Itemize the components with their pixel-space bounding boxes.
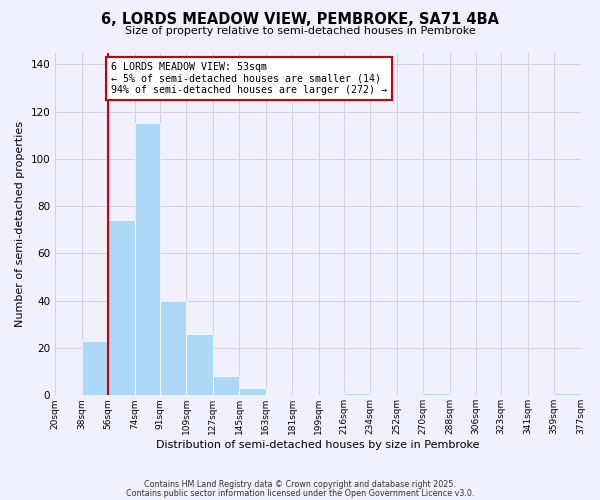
Bar bbox=[344, 393, 370, 396]
Text: 6, LORDS MEADOW VIEW, PEMBROKE, SA71 4BA: 6, LORDS MEADOW VIEW, PEMBROKE, SA71 4BA bbox=[101, 12, 499, 28]
Text: Size of property relative to semi-detached houses in Pembroke: Size of property relative to semi-detach… bbox=[125, 26, 475, 36]
Bar bbox=[186, 334, 212, 396]
Bar bbox=[423, 393, 449, 396]
X-axis label: Distribution of semi-detached houses by size in Pembroke: Distribution of semi-detached houses by … bbox=[156, 440, 479, 450]
Y-axis label: Number of semi-detached properties: Number of semi-detached properties bbox=[15, 121, 25, 327]
Bar bbox=[239, 388, 266, 396]
Bar bbox=[212, 376, 239, 396]
Bar bbox=[82, 341, 108, 396]
Bar bbox=[160, 300, 186, 396]
Text: Contains public sector information licensed under the Open Government Licence v3: Contains public sector information licen… bbox=[126, 488, 474, 498]
Bar bbox=[108, 220, 134, 396]
Text: Contains HM Land Registry data © Crown copyright and database right 2025.: Contains HM Land Registry data © Crown c… bbox=[144, 480, 456, 489]
Bar bbox=[134, 124, 160, 396]
Bar bbox=[554, 393, 581, 396]
Text: 6 LORDS MEADOW VIEW: 53sqm
← 5% of semi-detached houses are smaller (14)
94% of : 6 LORDS MEADOW VIEW: 53sqm ← 5% of semi-… bbox=[111, 62, 387, 95]
